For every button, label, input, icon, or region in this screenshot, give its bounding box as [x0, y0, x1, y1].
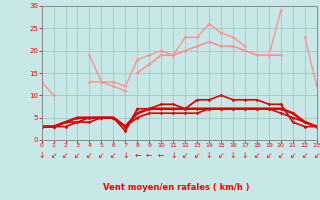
Text: ↓: ↓ — [122, 151, 129, 160]
Text: ↙: ↙ — [50, 151, 57, 160]
Text: ↙: ↙ — [110, 151, 116, 160]
Text: ↙: ↙ — [302, 151, 308, 160]
Text: ↓: ↓ — [242, 151, 248, 160]
Text: ↓: ↓ — [38, 151, 45, 160]
Text: ↙: ↙ — [194, 151, 200, 160]
Text: ←: ← — [134, 151, 140, 160]
Text: Vent moyen/en rafales ( km/h ): Vent moyen/en rafales ( km/h ) — [103, 183, 249, 192]
Text: ↓: ↓ — [230, 151, 236, 160]
Text: ↙: ↙ — [314, 151, 320, 160]
Text: ↙: ↙ — [278, 151, 284, 160]
Text: ↙: ↙ — [182, 151, 188, 160]
Text: ↙: ↙ — [62, 151, 69, 160]
Text: ↙: ↙ — [98, 151, 105, 160]
Text: ↙: ↙ — [86, 151, 93, 160]
Text: ↙: ↙ — [290, 151, 296, 160]
Text: ←: ← — [158, 151, 164, 160]
Text: ↙: ↙ — [74, 151, 81, 160]
Text: ↓: ↓ — [206, 151, 212, 160]
Text: ↙: ↙ — [218, 151, 224, 160]
Text: ↙: ↙ — [254, 151, 260, 160]
Text: ↙: ↙ — [266, 151, 272, 160]
Text: ↓: ↓ — [170, 151, 176, 160]
Text: ←: ← — [146, 151, 152, 160]
